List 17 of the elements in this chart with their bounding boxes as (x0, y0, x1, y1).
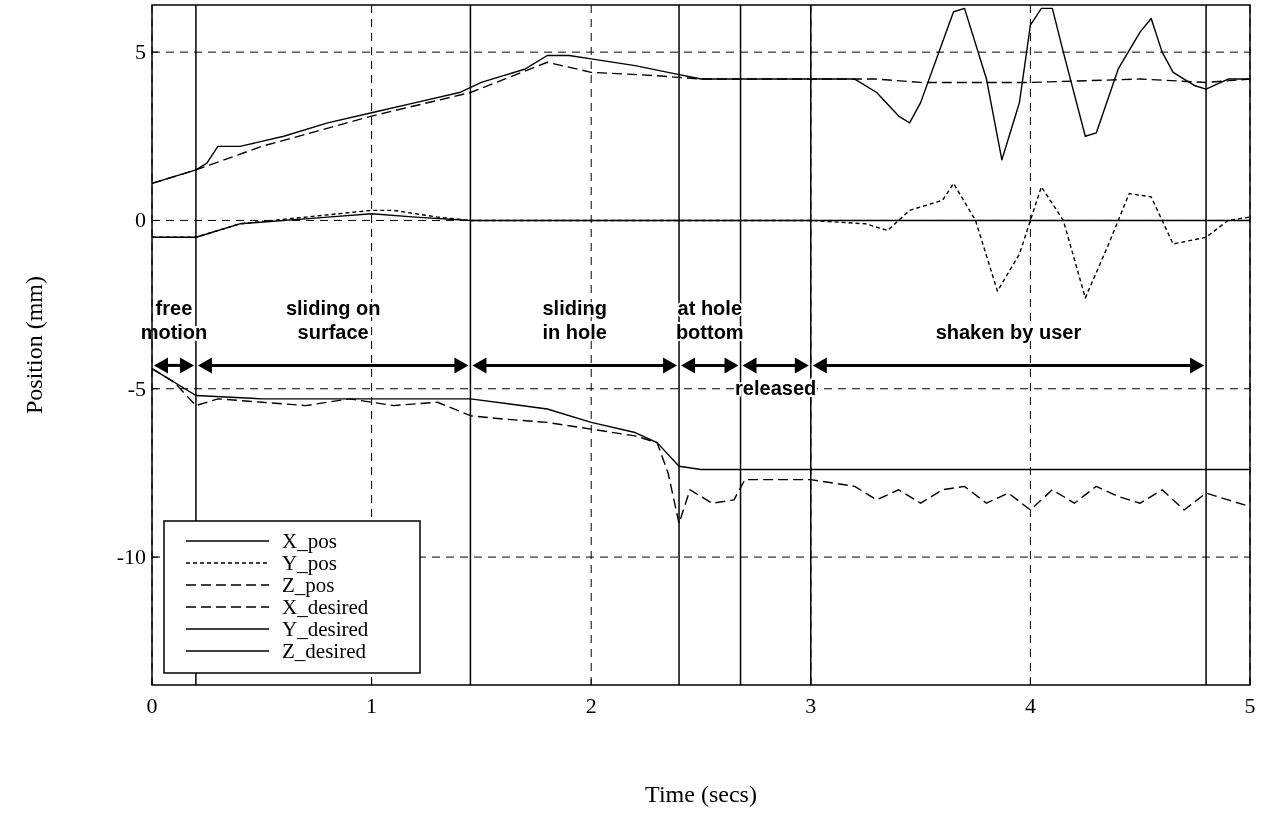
y-axis-title: Position (mm) (21, 275, 47, 415)
annotation: sliding on surface (285, 297, 381, 344)
y-tick-label: -5 (127, 375, 146, 401)
legend-label: Y_desired (282, 617, 369, 641)
legend-label: Z_desired (282, 639, 367, 663)
annotation: shaken by user (935, 321, 1082, 344)
x-tick-label: 5 (1244, 693, 1256, 718)
x-tick-label: 4 (1024, 693, 1036, 718)
y-tick-label: -10 (116, 544, 146, 570)
y-tick-label: 5 (135, 39, 146, 65)
x-axis-title: Time (secs) (645, 781, 757, 807)
x-tick-label: 1 (366, 693, 378, 718)
y-tick-label: 0 (135, 207, 146, 233)
legend-label: X_pos (282, 529, 337, 553)
x-tick-label: 2 (585, 693, 597, 718)
annotation: sliding in hole (542, 297, 607, 344)
x-tick-label: 3 (805, 693, 817, 718)
